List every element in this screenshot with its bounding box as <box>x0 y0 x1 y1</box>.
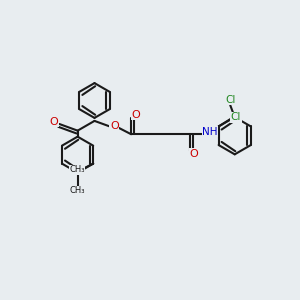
Text: Cl: Cl <box>231 112 241 122</box>
Text: CH₃: CH₃ <box>70 186 86 195</box>
Text: O: O <box>190 149 199 159</box>
Text: O: O <box>50 117 58 127</box>
Text: O: O <box>110 121 119 131</box>
Text: NH: NH <box>202 127 218 137</box>
Text: O: O <box>131 110 140 120</box>
Text: CH₃: CH₃ <box>70 165 85 174</box>
Text: Cl: Cl <box>225 95 236 105</box>
